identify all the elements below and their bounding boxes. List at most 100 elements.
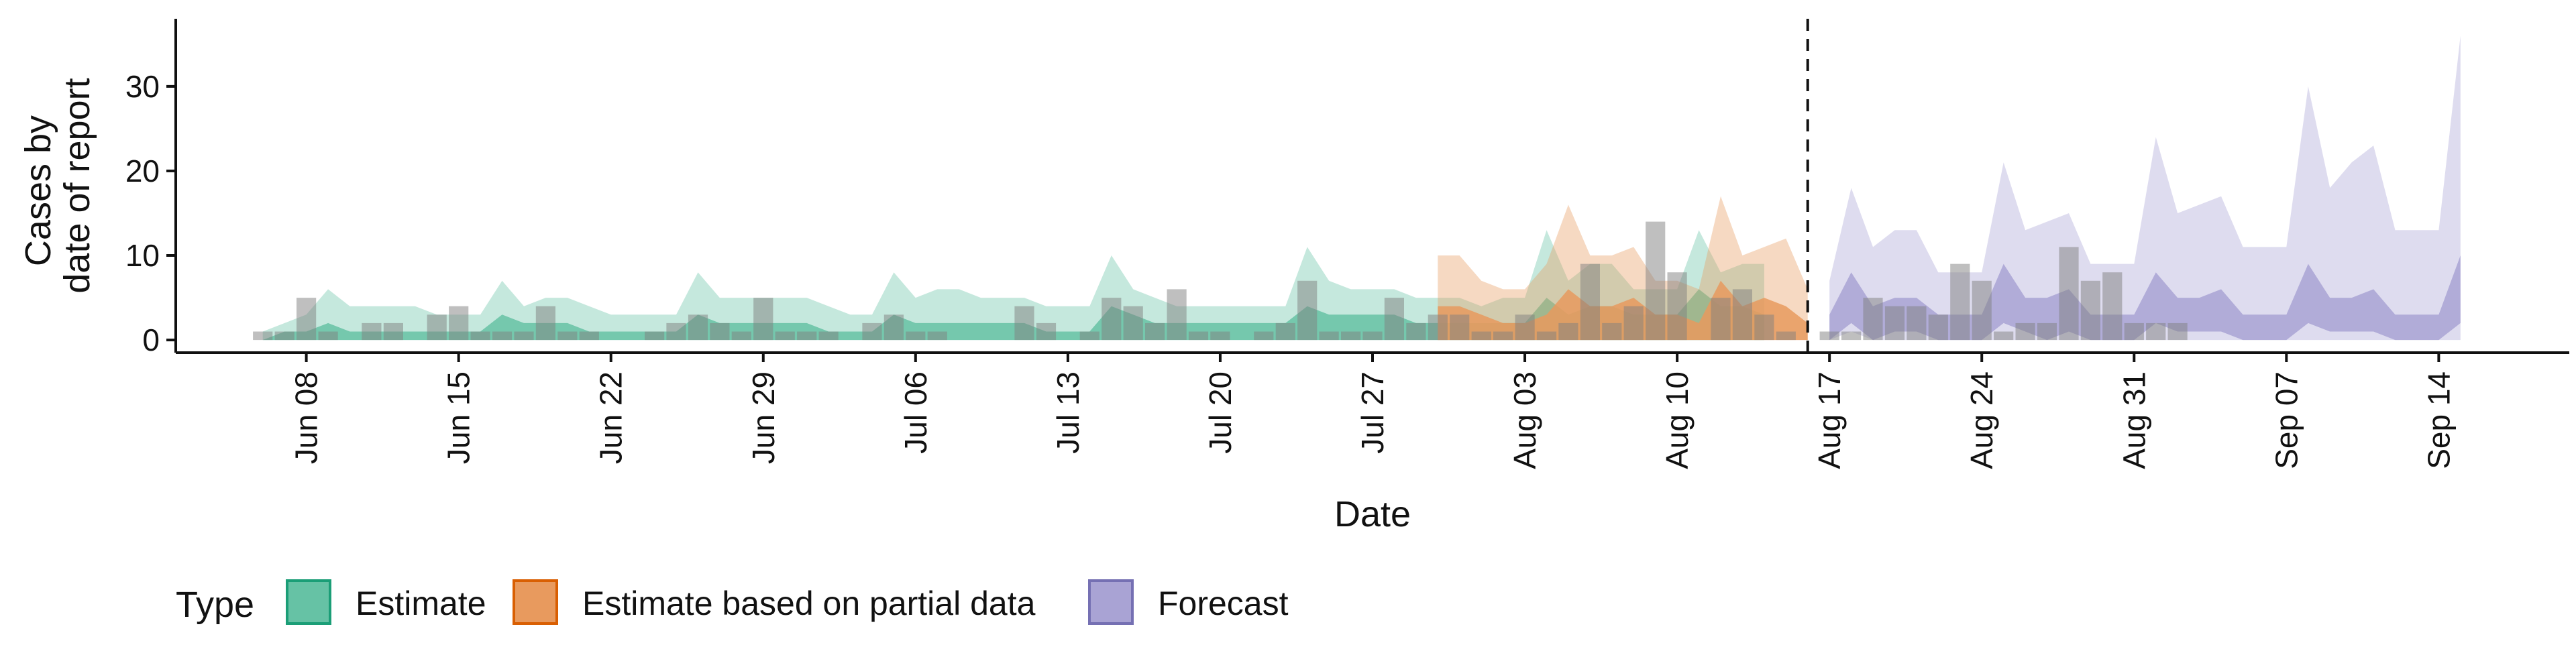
observed-bar bbox=[2124, 322, 2144, 341]
observed-bar bbox=[818, 331, 839, 341]
observed-bar bbox=[797, 331, 817, 341]
observed-bar bbox=[1776, 331, 1796, 341]
observed-bar bbox=[383, 322, 403, 341]
observed-bar bbox=[1884, 306, 1905, 341]
observed-bar bbox=[557, 331, 578, 341]
observed-bar bbox=[927, 331, 947, 341]
legend-label-forecast: Forecast bbox=[1158, 585, 1289, 622]
observed-bar bbox=[645, 331, 665, 341]
observed-bar bbox=[1362, 331, 1383, 341]
observed-bar bbox=[2102, 272, 2123, 341]
legend-label-estimate: Estimate bbox=[356, 585, 486, 622]
observed-bar bbox=[1711, 298, 1731, 341]
observed-bar bbox=[1928, 314, 1948, 341]
y-tick-label: 0 bbox=[142, 322, 160, 357]
observed-bar bbox=[1646, 221, 1666, 341]
observed-bar bbox=[1188, 331, 1209, 341]
observed-bar bbox=[253, 331, 273, 341]
x-tick-label: Jun 22 bbox=[594, 371, 629, 464]
observed-bar bbox=[579, 331, 599, 341]
observed-bar bbox=[1972, 280, 1992, 341]
observed-bar bbox=[666, 322, 686, 341]
x-axis-title: Date bbox=[1334, 494, 1411, 534]
observed-bar bbox=[1493, 331, 1513, 341]
observed-bar bbox=[753, 298, 773, 341]
observed-bar bbox=[449, 306, 469, 341]
observed-bar bbox=[1580, 263, 1600, 341]
y-tick-label: 30 bbox=[125, 69, 160, 104]
ribbons-layer bbox=[262, 36, 2461, 341]
observed-bar bbox=[1102, 298, 1122, 341]
observed-bar bbox=[1667, 272, 1687, 341]
x-tick-label: Aug 24 bbox=[1964, 371, 1999, 469]
observed-bar bbox=[1428, 314, 1448, 341]
observed-bar bbox=[710, 322, 730, 341]
observed-bar bbox=[2059, 247, 2079, 341]
observed-bar bbox=[1275, 322, 1295, 341]
observed-bar bbox=[2146, 322, 2166, 341]
observed-bar bbox=[2080, 280, 2100, 341]
observed-bar bbox=[492, 331, 513, 341]
observed-bar bbox=[1123, 306, 1143, 341]
observed-bar bbox=[1841, 331, 1862, 341]
legend-swatch-estimate-based-on-partial-data bbox=[513, 579, 558, 625]
x-tick-label: Aug 10 bbox=[1660, 371, 1695, 469]
observed-bar bbox=[1036, 322, 1057, 341]
observed-bar bbox=[535, 306, 555, 341]
observed-bar bbox=[1254, 331, 1274, 341]
observed-bars-layer bbox=[253, 221, 2188, 341]
legend-label-estimate-based-on-partial-data: Estimate based on partial data bbox=[582, 585, 1036, 622]
observed-bar bbox=[1754, 314, 1774, 341]
x-tick-label: Jul 27 bbox=[1355, 371, 1390, 454]
legend-title: Type bbox=[176, 585, 254, 625]
observed-bar bbox=[1210, 331, 1230, 341]
y-axis-title-line-2: date of report bbox=[57, 78, 97, 293]
observed-bar bbox=[1079, 331, 1099, 341]
x-tick-label: Aug 17 bbox=[1812, 371, 1847, 469]
observed-bar bbox=[514, 331, 534, 341]
observed-bar bbox=[862, 322, 882, 341]
x-tick-label: Jul 20 bbox=[1203, 371, 1238, 454]
x-tick-label: Jun 29 bbox=[746, 371, 781, 464]
observed-bar bbox=[297, 298, 317, 341]
observed-bar bbox=[1145, 322, 1165, 341]
observed-bar bbox=[1907, 306, 1927, 341]
observed-bar bbox=[1819, 331, 1839, 341]
observed-bar bbox=[906, 331, 926, 341]
observed-bar bbox=[427, 314, 447, 341]
observed-bar bbox=[1341, 331, 1361, 341]
observed-bar bbox=[688, 314, 708, 341]
observed-bar bbox=[1406, 322, 1426, 341]
observed-bar bbox=[1167, 289, 1187, 340]
observed-bar bbox=[731, 331, 751, 341]
x-tick-label: Jul 06 bbox=[898, 371, 933, 454]
observed-bar bbox=[883, 314, 904, 341]
observed-bar bbox=[1297, 280, 1318, 341]
observed-bar bbox=[775, 331, 795, 341]
x-tick-label: Aug 31 bbox=[2116, 371, 2151, 469]
observed-bar bbox=[1732, 289, 1752, 340]
y-tick-label: 20 bbox=[125, 154, 160, 188]
y-axis-title: Cases by date of report bbox=[18, 78, 97, 293]
observed-bar bbox=[1558, 322, 1578, 341]
y-axis-ticks: 0 10 20 30 bbox=[125, 69, 176, 357]
x-tick-label: Sep 07 bbox=[2269, 371, 2304, 469]
observed-bar bbox=[1623, 306, 1644, 341]
legend-swatch-estimate bbox=[286, 579, 331, 625]
legend-swatch-forecast bbox=[1088, 579, 1134, 625]
observed-bar bbox=[1536, 331, 1557, 341]
x-tick-label: Aug 03 bbox=[1507, 371, 1542, 469]
observed-bar bbox=[1994, 331, 2014, 341]
observed-bar bbox=[2037, 322, 2057, 341]
observed-bar bbox=[1014, 306, 1034, 341]
observed-bar bbox=[470, 331, 490, 341]
x-tick-label: Jun 15 bbox=[441, 371, 476, 464]
x-tick-label: Jul 13 bbox=[1051, 371, 1085, 454]
observed-bar bbox=[1602, 322, 1622, 341]
observed-bar bbox=[1950, 263, 1970, 341]
observed-bar bbox=[1319, 331, 1339, 341]
observed-bar bbox=[1863, 298, 1883, 341]
observed-bar bbox=[1471, 331, 1491, 341]
